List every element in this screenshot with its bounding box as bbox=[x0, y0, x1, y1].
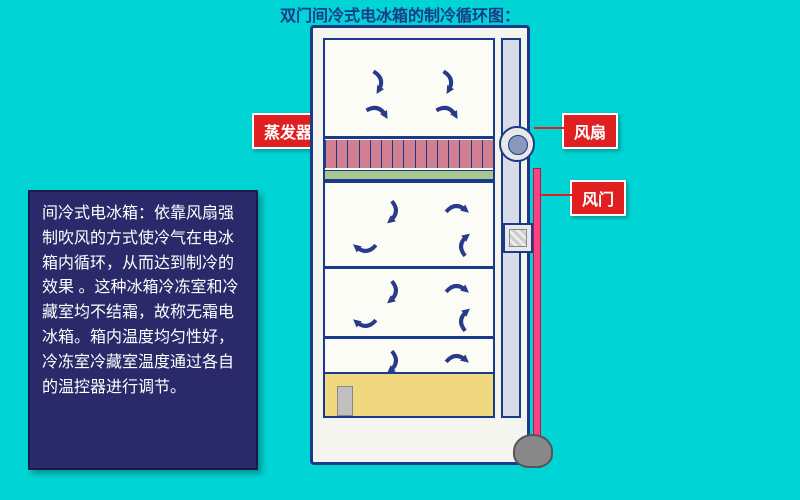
shelf bbox=[325, 180, 493, 183]
airflow-arrow-icon bbox=[376, 196, 407, 227]
airflow-arrow-icon bbox=[451, 306, 482, 337]
description-panel: 间冷式电冰箱：依靠风扇强制吹风的方式使冷气在电冰箱内循环，从而达到制冷的效果 。… bbox=[28, 190, 258, 470]
compressor-icon bbox=[513, 434, 553, 468]
damper-icon bbox=[503, 223, 533, 253]
label-fan: 风扇 bbox=[562, 113, 618, 149]
refrigerator-diagram bbox=[310, 25, 530, 465]
airflow-arrow-icon bbox=[431, 66, 461, 96]
drip-tray bbox=[325, 170, 493, 180]
evaporator-coils bbox=[325, 140, 493, 168]
fridge-interior bbox=[323, 38, 495, 418]
airflow-arrow-icon bbox=[441, 276, 472, 307]
bottom-tray bbox=[325, 372, 493, 416]
leader-fan bbox=[534, 127, 564, 129]
airflow-arrow-icon bbox=[351, 306, 382, 337]
airflow-arrow-icon bbox=[376, 276, 407, 307]
airflow-arrow-icon bbox=[361, 98, 391, 128]
refrigerant-tube bbox=[533, 168, 541, 468]
airflow-arrow-icon bbox=[351, 231, 382, 262]
shelf bbox=[325, 336, 493, 339]
label-damper: 风门 bbox=[570, 180, 626, 216]
page-title: 双门间冷式电冰箱的制冷循环图： bbox=[280, 2, 520, 26]
shelf bbox=[325, 266, 493, 269]
airflow-arrow-icon bbox=[431, 98, 461, 128]
leader-damper-h bbox=[538, 194, 572, 196]
airflow-arrow-icon bbox=[441, 196, 472, 227]
shelf bbox=[325, 136, 493, 139]
fan-icon bbox=[499, 126, 535, 162]
airflow-arrow-icon bbox=[361, 66, 391, 96]
airflow-arrow-icon bbox=[451, 231, 482, 262]
